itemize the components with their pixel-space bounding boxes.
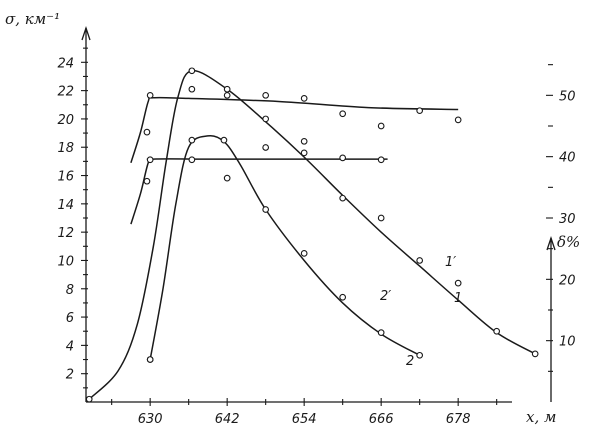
series-2-point — [262, 206, 270, 213]
series-4-point — [146, 156, 154, 164]
series-4-point — [262, 144, 270, 151]
series-2-point — [377, 329, 385, 336]
series-4-point — [300, 137, 308, 145]
y-right-tick-label-50: 50 — [559, 89, 576, 104]
series-2-point — [220, 136, 228, 144]
y-left-tick-label-20: 20 — [57, 113, 74, 128]
series-1-point — [188, 67, 196, 75]
markers — [85, 67, 539, 403]
y-left-tick-label-12: 12 — [57, 226, 74, 241]
y-left-tick-label-6: 6 — [66, 311, 74, 326]
series-3-point — [188, 85, 196, 93]
y-left-tick-label-2: 2 — [66, 368, 74, 383]
series-1-point — [339, 194, 347, 202]
series-1-label: 1 — [454, 291, 462, 306]
series-2-point — [146, 356, 154, 363]
y-right-axis-arrow — [546, 235, 556, 251]
y-left-axis-arrow — [81, 25, 91, 41]
series-2-point — [339, 293, 347, 301]
series-1-point — [300, 149, 308, 157]
series-2-point — [188, 136, 196, 144]
y-left-tick-label-18: 18 — [57, 141, 74, 156]
y-left-tick-label-22: 22 — [57, 85, 74, 100]
series-4-point — [377, 156, 385, 164]
y-right-tick-label-30: 30 — [559, 212, 576, 227]
series-4-point — [143, 177, 151, 185]
series-4-label: 2′ — [380, 289, 391, 304]
y-left-tick-label-8: 8 — [66, 283, 74, 298]
series-3-point — [377, 122, 385, 130]
series-2-label: 2 — [406, 354, 414, 369]
x-tick-label-654: 654 — [292, 412, 317, 427]
series-2-point — [416, 351, 424, 359]
y-right-axis-title: δ% — [557, 233, 580, 251]
x-axis-title: x, м — [526, 408, 556, 426]
series-3-label: 1′ — [445, 255, 456, 270]
series-1-point — [223, 85, 231, 93]
series-3-point — [146, 91, 154, 99]
y-left-tick-label-24: 24 — [57, 56, 74, 71]
y-left-tick-label-16: 16 — [57, 170, 74, 185]
x-tick-label-630: 630 — [138, 412, 163, 427]
y-left-tick-label-14: 14 — [57, 198, 74, 213]
series-1-point — [531, 350, 539, 358]
y-right-tick-label-10: 10 — [559, 335, 576, 350]
y-right-tick-label-40: 40 — [559, 151, 576, 166]
series-3-point — [143, 128, 151, 136]
series-3-curve — [130, 96, 459, 164]
y-left-tick-label-4: 4 — [66, 339, 74, 354]
series-1-point — [493, 327, 501, 335]
series-2-curve — [149, 134, 421, 360]
series-3-point — [339, 110, 347, 118]
y-left-axis-title: σ, км⁻¹ — [5, 10, 60, 28]
series-1-point — [416, 257, 424, 264]
series-3-point — [300, 95, 308, 102]
x-tick-label-642: 642 — [215, 412, 240, 427]
y-right-tick-label-20: 20 — [559, 273, 576, 288]
curves — [88, 70, 536, 400]
series-4-point — [223, 174, 231, 182]
series-1-point — [262, 115, 270, 123]
series-3-point — [454, 116, 462, 124]
series-1-curve — [88, 70, 536, 400]
x-tick-label-666: 666 — [369, 412, 394, 427]
series-1-point — [377, 214, 385, 222]
series-1-point — [454, 279, 462, 287]
series-1-point — [85, 395, 93, 403]
x-tick-label-678: 678 — [446, 412, 471, 427]
y-left-tick-label-10: 10 — [57, 254, 74, 269]
series-4-curve — [130, 158, 388, 225]
series-3-point — [262, 91, 270, 99]
series-3-point — [223, 91, 231, 99]
series-2-point — [300, 250, 308, 257]
labels: σ, км⁻¹ δ% x, м 121′2′ — [5, 10, 580, 426]
series-4-point — [339, 154, 347, 162]
series-3-point — [416, 107, 424, 115]
series-4-point — [188, 156, 196, 164]
